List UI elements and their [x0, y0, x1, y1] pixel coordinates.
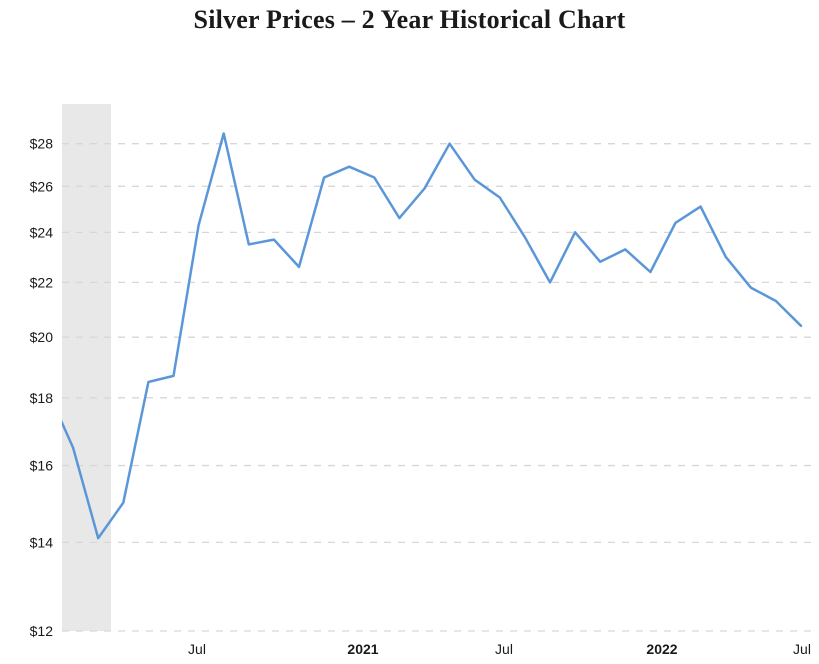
recession-band-group: [62, 104, 111, 631]
x-axis-label: 2022: [646, 641, 677, 657]
plot-hover-group: [62, 104, 815, 631]
x-axis: Jul 2021 Jul 2022 Jul: [188, 641, 811, 657]
recession-band: [62, 104, 111, 631]
y-axis-label: $16: [30, 458, 54, 474]
y-axis-label: $14: [30, 534, 54, 550]
y-axis-label: $28: [30, 136, 54, 152]
y-axis-label: $24: [30, 224, 54, 240]
y-axis-label: $26: [30, 178, 54, 194]
y-axis-label: $20: [30, 329, 54, 345]
price-line: [62, 132, 803, 540]
y-axis-label: $12: [30, 623, 54, 639]
y-axis-label: $22: [30, 274, 54, 290]
x-axis-label: Jul: [188, 641, 206, 657]
x-axis-label: 2021: [347, 641, 378, 657]
plot-area[interactable]: [62, 104, 815, 631]
x-axis-label: Jul: [793, 641, 811, 657]
x-axis-label: Jul: [495, 641, 513, 657]
y-axis: $28 $26 $24 $22 $20 $18 $16 $14 $12: [30, 136, 54, 639]
price-line-group: [62, 132, 803, 540]
y-axis-label: $18: [30, 390, 54, 406]
chart-title: Silver Prices – 2 Year Historical Chart: [193, 5, 626, 34]
